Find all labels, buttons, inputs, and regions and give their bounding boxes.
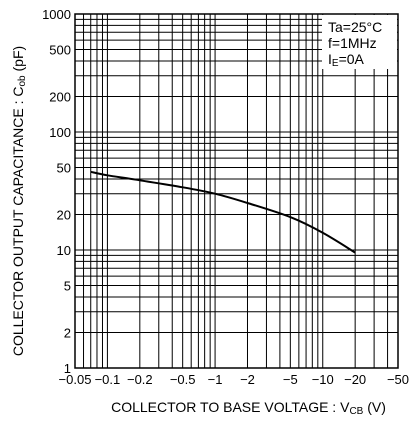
x-tick-labels: −0.05 −0.1 −0.2 −0.5 −1 −2 −5 −10 −20 −50 — [59, 372, 409, 387]
y-tick-label: 500 — [49, 43, 71, 58]
y-tick-label: 1 — [64, 361, 71, 376]
condition-temperature: Ta=25°C — [328, 19, 382, 35]
x-tick-label: −0.2 — [127, 372, 153, 387]
y-tick-labels: 1 2 5 10 20 50 100 200 500 1000 — [42, 7, 71, 376]
y-tick-label: 2 — [64, 325, 71, 340]
y-tick-label: 1000 — [42, 7, 71, 22]
x-tick-label: −10 — [312, 372, 334, 387]
capacitance-curve — [91, 172, 356, 253]
x-axis-title: COLLECTOR TO BASE VOLTAGE : VCB (V) — [111, 399, 386, 417]
y-axis-title: COLLECTOR OUTPUT CAPACITANCE : Cob (pF) — [10, 46, 28, 356]
x-tick-label: −0.1 — [95, 372, 121, 387]
x-tick-label: −0.5 — [170, 372, 196, 387]
x-tick-label: −20 — [344, 372, 366, 387]
x-tick-label: −2 — [240, 372, 255, 387]
y-tick-label: 100 — [49, 125, 71, 140]
x-tick-label: −5 — [283, 372, 298, 387]
y-tick-label: 200 — [49, 89, 71, 104]
y-tick-label: 20 — [57, 207, 71, 222]
series-layer — [91, 172, 356, 253]
x-tick-label: −1 — [208, 372, 223, 387]
x-tick-label: −50 — [387, 372, 409, 387]
y-tick-label: 10 — [57, 243, 71, 258]
condition-frequency: f=1MHz — [328, 35, 377, 51]
y-tick-label: 5 — [64, 279, 71, 294]
y-tick-label: 50 — [57, 161, 71, 176]
